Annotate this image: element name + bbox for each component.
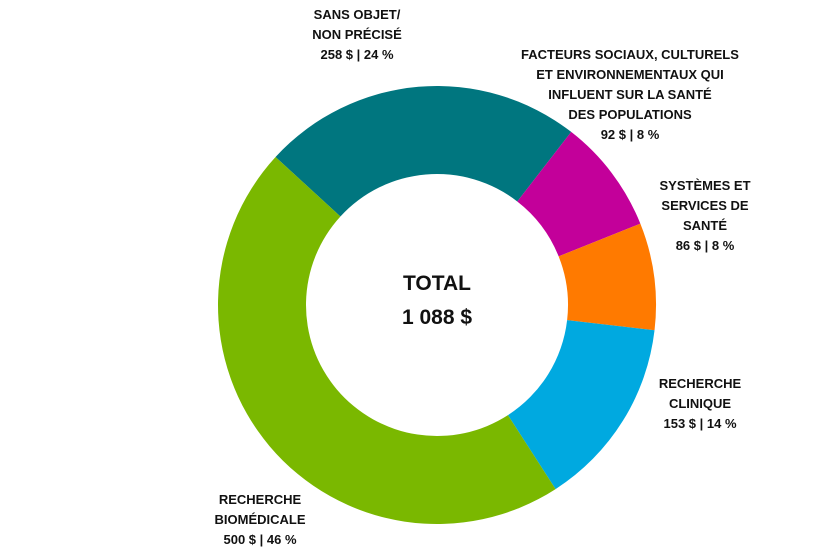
slice-label-line: CLINIQUE xyxy=(668,396,732,411)
donut-slice-0 xyxy=(275,86,572,217)
slice-value-label: 153 $ | 14 % xyxy=(663,416,737,431)
donut-slice-2 xyxy=(558,223,656,331)
slice-value-label: 500 $ | 46 % xyxy=(223,532,297,547)
slice-label-line: SYSTÈMES ET xyxy=(659,178,751,193)
slice-label-facteurs-sociaux: FACTEURS SOCIAUX, CULTURELS ET ENVIRONNE… xyxy=(490,45,770,145)
center-value: 1 088 $ xyxy=(401,306,473,329)
donut-slice-3 xyxy=(507,320,655,490)
slice-label-line: DES POPULATIONS xyxy=(568,107,692,122)
center-title: TOTAL xyxy=(402,272,472,295)
slice-label-line: SANTÉ xyxy=(682,218,728,233)
donut-slice-1 xyxy=(517,131,641,257)
donut-slice-4 xyxy=(218,157,556,524)
slice-label-sans-objet: SANS OBJET/ NON PRÉCISÉ 258 $ | 24 % xyxy=(262,5,452,65)
slice-label-recherche-biomedicale: RECHERCHE BIOMÉDICALE 500 $ | 46 % xyxy=(200,490,320,550)
slice-label-line: SERVICES DE xyxy=(661,198,749,213)
slice-label-line: RECHERCHE xyxy=(658,376,742,391)
slice-label-line: SANS OBJET/ xyxy=(313,7,401,22)
slice-value-label: 86 $ | 8 % xyxy=(675,238,735,253)
slice-label-systemes-sante: SYSTÈMES ET SERVICES DE SANTÉ 86 $ | 8 % xyxy=(640,176,770,256)
slice-label-line: BIOMÉDICALE xyxy=(214,512,306,527)
slice-value-label: 92 $ | 8 % xyxy=(600,127,660,142)
slice-label-line: FACTEURS SOCIAUX, CULTURELS xyxy=(521,47,739,62)
slice-label-line: NON PRÉCISÉ xyxy=(312,27,402,42)
slice-label-line: INFLUENT SUR LA SANTÉ xyxy=(548,87,712,102)
slice-label-line: RECHERCHE xyxy=(218,492,302,507)
slice-label-line: ET ENVIRONNEMENTAUX QUI xyxy=(536,67,724,82)
slice-label-recherche-clinique: RECHERCHE CLINIQUE 153 $ | 14 % xyxy=(640,374,760,434)
slice-value-label: 258 $ | 24 % xyxy=(320,47,394,62)
